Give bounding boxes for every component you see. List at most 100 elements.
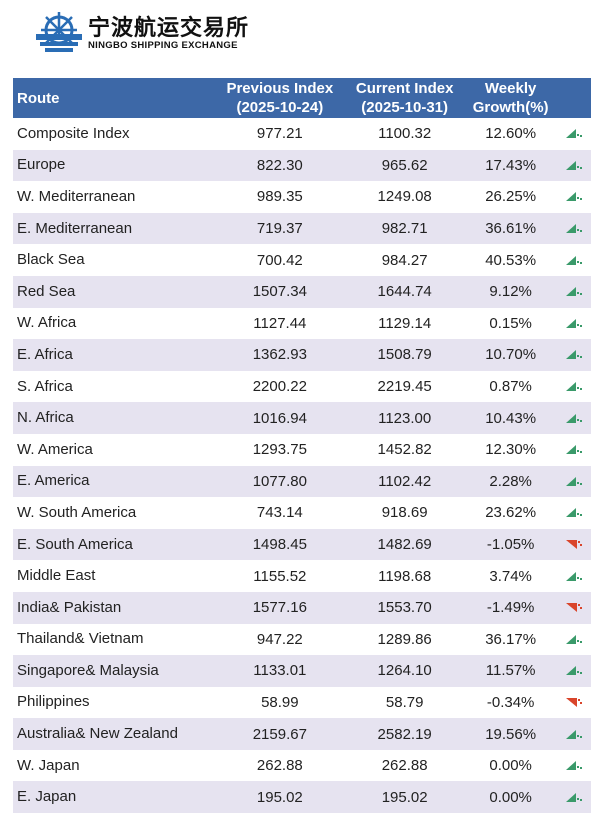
route-name: E. Africa [13, 339, 215, 371]
previous-index: 947.22 [256, 630, 303, 648]
current-index: 1198.68 [378, 567, 432, 585]
table-row: W. South America 743.14 918.69 23.62% [13, 497, 591, 529]
table-row: S. Africa 2200.22 2219.45 0.87% [13, 371, 591, 403]
header-current-date: (2025-10-31) [361, 99, 449, 116]
header-previous-date: (2025-10-24) [236, 99, 324, 116]
trend-up-icon [557, 624, 591, 656]
previous-index: 822.30 [214, 149, 346, 182]
ship-wheel-logo-icon [36, 12, 82, 52]
table-row: W. Mediterranean 989.35 1249.08 26.25% [13, 181, 591, 213]
trend-up-icon [557, 308, 591, 340]
logo-chinese-name: 宁波航运交易所 [88, 14, 250, 40]
previous-index: 989.35 [256, 188, 303, 206]
table-row: Middle East 1155.52 1198.68 3.74% [13, 560, 591, 592]
weekly-growth: 36.61% [464, 212, 557, 245]
table-row: E. Mediterranean 719.37 982.71 36.61% [13, 212, 591, 245]
weekly-growth: 11.57% [464, 655, 557, 687]
table-row: Thailand& Vietnam 947.22 1289.86 36.17% [13, 624, 591, 656]
route-name: N. Africa [13, 402, 215, 434]
route-name: Middle East [17, 567, 96, 585]
trend-up-icon [557, 371, 591, 403]
route-name: S. Africa [17, 377, 73, 395]
trend-down-icon [557, 528, 591, 561]
current-index: 1508.79 [345, 339, 465, 371]
previous-index: 1127.44 [253, 314, 307, 332]
route-name: W. America [17, 440, 93, 458]
weekly-growth: 26.25% [485, 188, 537, 206]
weekly-growth: -0.34% [486, 693, 535, 711]
route-name: Thailand& Vietnam [17, 630, 144, 648]
ningbo-shipping-exchange-logo: 宁波航运交易所 NINGBO SHIPPING EXCHANGE [34, 10, 249, 56]
trend-up-icon [557, 244, 591, 276]
route-name: E. America [13, 465, 215, 498]
previous-index: 1133.01 [214, 655, 346, 687]
previous-index: 743.14 [256, 504, 303, 522]
previous-index: 1577.16 [214, 591, 346, 624]
current-index: 1102.42 [345, 465, 465, 498]
previous-index: 58.99 [261, 693, 299, 711]
table-row: Philippines 58.99 58.79 -0.34% [13, 687, 591, 719]
weekly-growth: 10.43% [464, 402, 557, 434]
current-index: 2219.45 [377, 378, 432, 396]
weekly-growth: 17.43% [464, 149, 557, 182]
table-row: India& Pakistan 1577.16 1553.70 -1.49% [13, 591, 591, 624]
table-row: Europe 822.30 965.62 17.43% [13, 149, 591, 182]
previous-index: 1507.34 [214, 275, 346, 308]
route-index-table: Route Previous Index (2025-10-24) Current… [13, 78, 591, 814]
table-row: W. Japan 262.88 262.88 0.00% [13, 750, 591, 782]
weekly-growth: 0.00% [489, 757, 532, 775]
previous-index: 2159.67 [214, 718, 346, 750]
table-row: Black Sea 700.42 984.27 40.53% [13, 244, 591, 276]
route-name: E. Mediterranean [13, 212, 215, 245]
table-row: Composite Index 977.21 1100.32 12.60% [13, 118, 591, 150]
table-row: W. Africa 1127.44 1129.14 0.15% [13, 308, 591, 340]
trend-up-icon [557, 212, 591, 245]
trend-up-icon [557, 560, 591, 592]
trend-up-icon [557, 718, 591, 750]
route-name: Philippines [17, 693, 90, 711]
route-name: W. Africa [17, 314, 77, 332]
weekly-growth: 12.30% [485, 441, 537, 459]
weekly-growth: 10.70% [464, 339, 557, 371]
weekly-growth: 19.56% [464, 718, 557, 750]
current-index: 1123.00 [345, 402, 465, 434]
weekly-growth: 3.74% [489, 567, 532, 585]
trend-down-icon [557, 591, 591, 624]
table-row: E. Africa 1362.93 1508.79 10.70% [13, 339, 591, 371]
previous-index: 1498.45 [214, 528, 346, 561]
route-name: Composite Index [17, 124, 130, 142]
route-name: W. Japan [17, 756, 80, 774]
route-name: India& Pakistan [13, 591, 215, 624]
previous-index: 700.42 [256, 251, 303, 269]
previous-index: 719.37 [214, 212, 346, 245]
route-name: Singapore& Malaysia [13, 655, 215, 687]
current-index: 1264.10 [345, 655, 465, 687]
route-name: W. South America [17, 503, 137, 521]
current-index: 1452.82 [377, 441, 432, 459]
current-index: 984.27 [381, 251, 428, 269]
header-previous-label: Previous Index [226, 80, 334, 97]
weekly-growth: 23.62% [485, 504, 537, 522]
current-index: 262.88 [381, 757, 428, 775]
weekly-growth: -1.05% [464, 528, 557, 561]
header-growth-unit: Growth(%) [472, 99, 549, 116]
table-row: Red Sea 1507.34 1644.74 9.12% [13, 275, 591, 308]
trend-up-icon [557, 275, 591, 308]
route-name: Red Sea [13, 275, 215, 308]
table-row: E. Japan 195.02 195.02 0.00% [13, 781, 591, 814]
current-index: 1553.70 [345, 591, 465, 624]
header-current-label: Current Index [355, 80, 454, 97]
current-index: 1644.74 [345, 275, 465, 308]
trend-up-icon [557, 750, 591, 782]
current-index: 918.69 [381, 504, 428, 522]
trend-up-icon [557, 339, 591, 371]
table-row: E. America 1077.80 1102.42 2.28% [13, 465, 591, 498]
trend-up-icon [557, 149, 591, 182]
previous-index: 195.02 [214, 781, 346, 814]
trend-up-icon [557, 118, 591, 150]
previous-index: 1155.52 [253, 567, 307, 585]
weekly-growth: 40.53% [485, 251, 537, 269]
weekly-growth: 12.60% [485, 125, 537, 143]
previous-index: 2200.22 [252, 378, 307, 396]
current-index: 195.02 [345, 781, 465, 814]
